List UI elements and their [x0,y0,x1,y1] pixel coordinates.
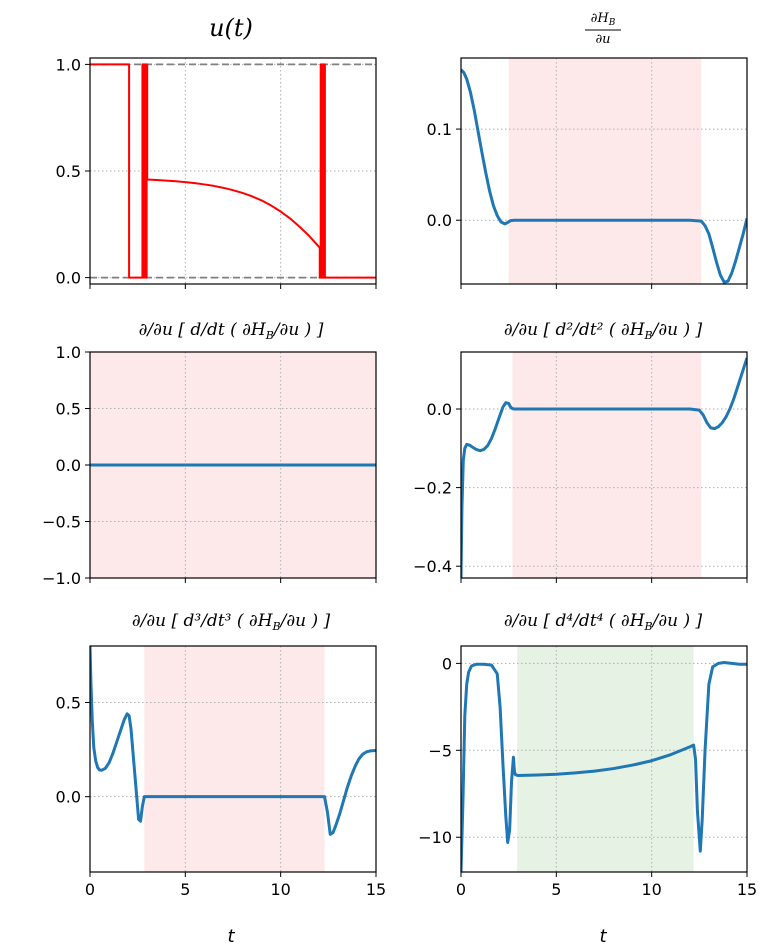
panel-2-y-tick-label-1: 0.1 [427,120,452,139]
panel-dhb-du: 0.0 0.1 [427,57,748,289]
panel-2-title-denominator: ∂u [595,32,610,47]
panel-6-x-tick-label-1: 5 [551,880,561,899]
panel-5-highlight-span [144,646,325,872]
panel-6-series-line-0 [461,661,747,872]
panel-3-y-tick-label-2: 0.0 [56,456,81,475]
panel-2-y-tick-label-0: 0.0 [427,211,452,230]
panel-6-frame [460,645,748,873]
panel-first-derivative: −1.0 −0.5 0.0 0.5 1.0 [42,343,377,588]
panel-4-y-tick-label-1: −0.2 [413,479,452,498]
panel-2-frame [460,57,748,285]
panel-second-derivative: −0.4 −0.2 0.0 [413,351,748,583]
panel-6-xlabel: t [599,926,607,947]
panel-5-x-tick-label-1: 5 [180,880,190,899]
panel-2-series-line-0 [461,68,747,284]
panel-4-highlight-span [512,352,702,578]
panel-5-x-tick-label-0: 0 [85,880,95,899]
panel-1-y-tick-label-0: 0.0 [56,269,81,288]
panel-5-xlabel: t [227,926,235,947]
panel-1-title: u(t) [209,14,253,42]
panel-5-x-tick-label-3: 15 [366,880,386,899]
panel-3-y-tick-label-1: −0.5 [42,513,81,532]
panel-3-y-tick-label-0: −1.0 [42,569,81,588]
panel-3-y-tick-label-4: 1.0 [56,343,81,362]
panel-6-x-tick-label-0: 0 [456,880,466,899]
panel-4-title: ∂/∂u [ d²/dt² ( ∂HB/∂u ) ] [504,320,703,342]
panel-5-title: ∂/∂u [ d³/dt³ ( ∂HB/∂u ) ] [132,611,331,633]
panel-1-y-tick-label-2: 1.0 [56,55,81,74]
panel-6-highlight-span [517,646,694,872]
panel-6-title: ∂/∂u [ d⁴/dt⁴ ( ∂HB/∂u ) ] [504,611,703,633]
panel-u-t: 0.0 0.5 1.0 [56,55,377,289]
panel-4-series-line-0 [461,357,747,578]
panel-6-y-tick-label-2: 0 [442,654,452,673]
panel-6-x-tick-label-3: 15 [737,880,757,899]
panel-5-y-tick-label-0: 0.0 [56,788,81,807]
panel-3-title: ∂/∂u [ d/dt ( ∂HB/∂u ) ] [139,320,324,342]
panel-6-x-tick-label-2: 10 [641,880,661,899]
panel-3-y-tick-label-3: 0.5 [56,400,81,419]
panel-1-title-text: u(t) [209,14,253,42]
panel-1-series-line-0 [90,63,376,279]
panel-4-y-tick-label-2: 0.0 [427,400,452,419]
panel-4-title-expression: ∂/∂u [ d²/dt² ( ∂HB/∂u ) ] [504,320,703,342]
panel-6-title-expression: ∂/∂u [ d⁴/dt⁴ ( ∂HB/∂u ) ] [504,611,703,633]
panel-1-y-tick-label-1: 0.5 [56,162,81,181]
panel-4-frame [460,351,748,579]
panel-fourth-derivative: 0 5 10 15 −10 −5 0 [418,645,757,899]
panel-3-title-expression: ∂/∂u [ d/dt ( ∂HB/∂u ) ] [139,320,324,342]
panel-5-title-expression: ∂/∂u [ d³/dt³ ( ∂HB/∂u ) ] [132,611,331,633]
panel-6-y-tick-label-1: −5 [428,741,452,760]
panel-third-derivative: 0 5 10 15 0.0 0.5 [56,645,386,899]
panel-4-y-tick-label-0: −0.4 [413,557,452,576]
panel-5-frame [89,645,377,873]
panel-5-series-line-0 [90,646,376,836]
panel-2-highlight-span [508,58,702,284]
panel-5-x-tick-label-2: 10 [270,880,290,899]
panel-5-y-tick-label-1: 0.5 [56,694,81,713]
panel-6-y-tick-label-0: −10 [418,828,452,847]
